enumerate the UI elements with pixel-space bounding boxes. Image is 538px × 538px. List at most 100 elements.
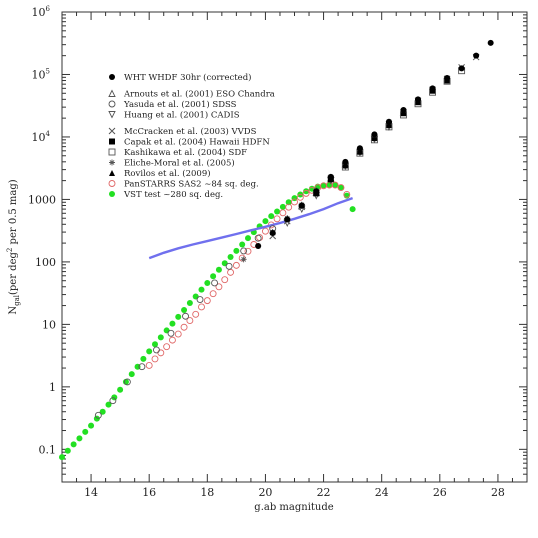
x-tick-label: 22 [317,486,331,499]
data-point [94,411,102,419]
data-point [198,303,205,311]
data-point [215,266,222,273]
y-axis-label-main: N [8,306,19,315]
x-tick-label: 28 [491,486,505,499]
legend-item: Capak et al. (2004) Hawaii HDFN [109,137,270,148]
data-point [415,96,422,103]
legend-label: Rovilos et al. (2009) [124,168,211,179]
data-point [327,173,334,180]
legend-item: Eliche-Moral et al. (2005) [109,158,235,169]
data-point [204,279,211,286]
data-point [163,343,171,351]
data-point [227,268,235,276]
legend-label: PanSTARRS SAS2 ~84 sq. deg. [124,180,259,190]
data-point [192,293,199,300]
y-tick-label: 100 [35,256,56,269]
legend-label: Arnouts et al. (2001) ESO Chandra [123,89,275,100]
legend-item: Huang et al. (2001) CADIS [108,110,240,121]
data-point [151,355,159,363]
data-point [473,52,480,59]
data-point [279,203,286,210]
y-tick-label: 0.1 [39,443,57,456]
x-tick-label: 14 [84,486,98,499]
y-axis-label: Ngal(per deg2 per 0.5 mag) [6,179,21,314]
legend-marker [108,89,116,97]
data-point [273,215,281,223]
y-axis-label-paren: (per deg [8,252,19,295]
data-point [105,401,112,408]
legend-item: Yasuda et al. (2001) SDSS [108,99,237,110]
data-point [117,386,124,393]
data-point [274,208,281,215]
data-point [400,107,407,114]
data-point [291,198,298,206]
data-point [146,348,153,355]
data-point [163,327,170,334]
data-point [244,247,252,255]
data-point [338,184,344,191]
data-point [487,39,494,46]
data-point [153,346,160,354]
legend-item: VST test ~280 sq. deg. [109,190,223,200]
legend-marker [108,127,116,135]
data-point [296,193,304,201]
data-point [186,299,193,306]
legend-label: Eliche-Moral et al. (2005) [124,158,235,169]
data-point [385,118,392,125]
data-point [209,290,217,298]
x-axis-label: g.ab magnitude [254,502,333,513]
data-point [168,336,176,344]
y-axis-label-sup: 2 [6,248,14,252]
data-point [349,206,356,213]
data-point [232,261,240,269]
data-point [240,256,247,263]
data-point [64,447,71,454]
data-point [385,122,392,129]
data-point [302,189,310,197]
data-point [356,145,363,152]
data-point [93,415,100,422]
data-point [210,273,217,280]
legend-label: Kashikawa et al. (2004) SDF [124,147,247,158]
data-point [279,209,287,217]
x-tick-label: 26 [433,486,447,499]
data-point [331,181,339,189]
data-point [255,242,262,249]
data-point [192,310,200,318]
legend-marker [108,100,116,108]
legend-marker [108,111,116,119]
data-point [186,317,194,325]
legend-label: WHT WHDF 30hr (corrected) [124,72,251,83]
y-tick-label: 1000 [28,193,56,206]
x-tick-label: 16 [142,486,156,499]
data-point [285,203,293,211]
series-11 [148,196,353,260]
data-point [303,188,310,195]
data-point [342,158,349,165]
data-point [203,297,211,305]
data-point [262,218,269,225]
legend-item: Arnouts et al. (2001) ESO Chandra [108,89,275,100]
x-tick-label: 18 [200,486,214,499]
data-point [444,74,451,81]
series-6 [341,67,466,171]
data-point [225,262,233,270]
legend-marker [109,138,115,145]
y-tick-label: 105 [32,67,50,81]
x-tick-label: 24 [375,486,389,499]
data-point [175,313,182,320]
data-point [227,253,234,260]
data-point [320,182,327,189]
legend-item: Kashikawa et al. (2004) SDF [108,147,247,158]
y-axis-label-sub: gal [13,294,21,306]
data-point [196,296,204,303]
data-point [174,330,182,338]
data-point [268,213,275,220]
legend-label: VST test ~280 sq. deg. [123,190,223,200]
data-point [233,247,240,254]
data-point [269,230,276,237]
legend-marker [108,180,116,187]
legend-label: McCracken et al. (2003) VVDS [124,126,257,137]
data-point [99,408,106,415]
